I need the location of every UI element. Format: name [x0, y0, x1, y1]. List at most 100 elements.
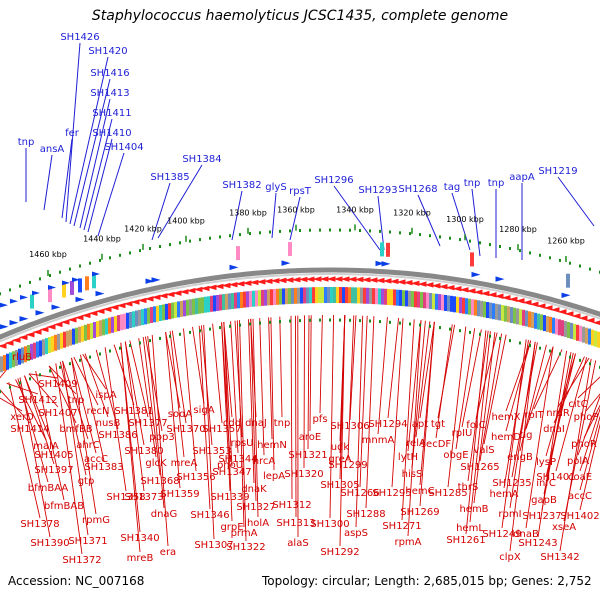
bottom-gene-label: tnp — [274, 418, 291, 429]
bottom-gene-label: polA — [567, 456, 589, 467]
gene-block — [345, 287, 348, 304]
gene-block — [507, 306, 510, 323]
bottom-gene-label: SH1378 — [20, 519, 59, 530]
gene-block — [471, 299, 474, 316]
gene-block — [45, 338, 48, 355]
forward-strand-arrow — [75, 296, 85, 303]
reverse-strand-arrow — [550, 307, 560, 313]
reverse-strand-arrow — [165, 291, 175, 298]
bottom-gene-label: lysP — [536, 457, 556, 468]
bottom-gene-label: SH1381 — [114, 406, 153, 417]
outer-tick-mark — [279, 229, 281, 233]
gene-block — [93, 322, 96, 338]
reverse-strand-arrow — [305, 276, 315, 282]
outer-tick-mark — [109, 256, 111, 260]
reverse-strand-arrow — [417, 281, 427, 287]
bottom-gene-label: SH1386 — [98, 430, 137, 441]
genome-backbone — [0, 267, 600, 343]
reverse-strand-arrow — [249, 279, 259, 286]
reverse-strand-arrow — [319, 276, 329, 282]
forward-strand-arrow — [10, 298, 18, 304]
outer-tick-mark — [299, 229, 301, 232]
bottom-callout-line — [349, 315, 357, 421]
bottom-callout-line — [24, 375, 55, 450]
top-gene-label: SH1404 — [104, 142, 143, 153]
inner-tick-mark — [549, 349, 551, 353]
gene-block — [297, 287, 300, 304]
bottom-gene-label: SH1353 — [192, 446, 231, 457]
reverse-strand-arrow — [452, 286, 462, 292]
forward-strand-arrow — [375, 260, 385, 267]
bottom-callout-line — [8, 382, 41, 519]
gene-block — [336, 287, 339, 303]
bottom-callout-line — [407, 320, 422, 452]
bottom-gene-label: SH1300 — [310, 519, 349, 530]
bottom-callout-line — [577, 395, 600, 456]
scale-label: 1420 kbp — [124, 225, 162, 234]
top-callout-line — [83, 118, 113, 231]
reverse-strand-arrow — [501, 295, 511, 301]
bottom-callout-line — [19, 377, 51, 538]
bottom-gene-label: SH1357 — [202, 424, 241, 435]
gene-block — [465, 298, 468, 315]
bottom-callout-line — [303, 315, 305, 469]
inner-tick-mark — [329, 318, 331, 322]
inner-tick-mark — [299, 319, 301, 323]
bottom-gene-label: holA — [247, 518, 269, 529]
bottom-gene-label: coaE — [568, 472, 592, 483]
gene-block — [198, 297, 201, 314]
gene-block — [189, 299, 192, 316]
inner-tick-mark — [469, 330, 471, 334]
gene-block — [459, 297, 462, 314]
gene-block-outer — [48, 288, 52, 303]
outer-tick-mark — [159, 245, 161, 248]
gene-block — [426, 292, 429, 309]
gene-block — [372, 288, 375, 305]
bottom-callout-line — [82, 353, 107, 390]
reverse-strand-arrow — [263, 278, 273, 285]
scale-label: 1340 kbp — [336, 205, 374, 214]
gene-block — [288, 288, 291, 305]
top-callout-line — [231, 190, 243, 241]
bottom-callout-line — [138, 338, 157, 458]
gene-block — [396, 289, 399, 306]
top-callout-line — [43, 154, 53, 211]
bottom-callout-line — [248, 319, 255, 484]
outer-tick-mark — [149, 247, 151, 250]
reverse-strand-arrow — [557, 309, 567, 315]
gene-block — [537, 313, 540, 330]
gene-block — [324, 287, 327, 303]
bottom-callout-line — [473, 332, 496, 504]
forward-strand-arrow — [35, 310, 45, 316]
top-gene-label: ansA — [40, 144, 65, 155]
gene-block — [303, 287, 306, 304]
bottom-gene-label: phoR — [571, 439, 597, 450]
bottom-callout-line — [71, 357, 97, 454]
bottom-callout-line — [411, 320, 426, 469]
bottom-callout-line — [583, 404, 600, 439]
gene-block — [312, 287, 315, 304]
bottom-callout-line — [268, 317, 273, 440]
outer-tick-mark — [179, 241, 181, 245]
bottom-gene-label: SH1397 — [34, 465, 73, 476]
bottom-callout-line — [28, 373, 59, 379]
bottom-gene-label: SH1407 — [38, 408, 77, 419]
outer-tick-mark — [429, 234, 431, 238]
bottom-gene-label: tnp — [68, 395, 85, 406]
top-gene-label: glyS — [265, 182, 286, 193]
gene-block — [54, 334, 57, 351]
gene-block — [546, 316, 549, 332]
top-gene-label: SH1268 — [398, 184, 437, 195]
outer-tick-mark — [99, 258, 101, 262]
bottom-gene-label: nusB — [96, 418, 121, 429]
outer-tick-mark — [129, 251, 131, 255]
reverse-strand-arrow — [277, 277, 287, 284]
bottom-gene-label: ispA — [95, 390, 116, 401]
inner-tick-mark — [519, 341, 521, 345]
bottom-callout-line — [355, 315, 364, 528]
top-gene-label: SH1293 — [358, 185, 397, 196]
bottom-gene-label: tgt — [431, 419, 445, 430]
top-callout-line — [377, 195, 385, 251]
gene-block — [222, 294, 225, 311]
